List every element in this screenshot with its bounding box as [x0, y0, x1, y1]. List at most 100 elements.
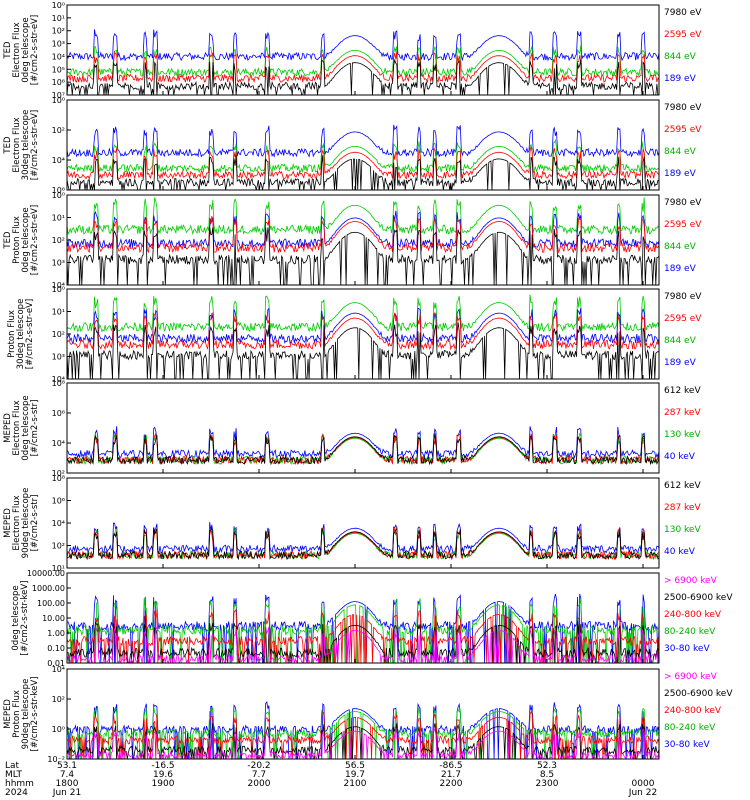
y-tick-label: 10⁴: [52, 665, 65, 674]
y-axis-label-line: Electron Flux: [12, 117, 22, 172]
y-axis-label-line: Electron Flux: [12, 400, 22, 455]
y-tick-label: 10⁷: [52, 91, 65, 100]
panel-3: 10⁰ 10¹ 10² 10³ 10⁴ TED Proton Flux 0deg telesc…: [3, 191, 702, 290]
legend-entry: 287 keV: [664, 408, 701, 418]
series-group: [67, 294, 659, 379]
x-tick-label-date: Jun 21: [52, 788, 81, 798]
y-tick-label: 10⁵: [52, 65, 65, 74]
series-group: [67, 593, 659, 663]
series-line-189-ev: [67, 124, 659, 158]
y-tick-label: 10²: [52, 126, 65, 135]
legend-entry: 2595 eV: [664, 220, 702, 230]
legend-entry: 80-240 keV: [664, 723, 716, 733]
series-line-2595-ev: [67, 215, 659, 254]
legend-entry: 189 eV: [664, 358, 697, 368]
panel-2: 10⁰ 10² 10⁴ 10⁶ TED Electron Flux 30deg telesc…: [3, 96, 702, 195]
panel-4: 10⁰ 10¹ 10² 10³ 10⁴ Proton Flux 30deg telescop…: [7, 285, 702, 384]
y-tick-label: 10²: [52, 469, 65, 478]
x-row-label: Lat: [5, 761, 20, 771]
series-line-844-ev: [67, 294, 659, 333]
series-line-189-ev: [67, 29, 659, 62]
y-tick-label: 10³: [52, 259, 65, 268]
series-line-2595-ev: [67, 50, 659, 84]
y-tick-label: 10¹: [52, 564, 65, 573]
series-line-40-kev: [67, 522, 659, 554]
legend-entry: 844 eV: [664, 242, 697, 252]
series-group: [67, 522, 659, 561]
legend-entry: 240-800 keV: [664, 706, 722, 716]
panel-frame: [66, 668, 660, 760]
y-axis-label-line: 0deg telescope: [21, 17, 31, 82]
x-tick-label-date: Jun 22: [628, 788, 657, 798]
x-tick-label-hhmm: 2300: [536, 779, 559, 789]
panel-5: 10⁸ 10⁶ 10⁴ 10² MEPED Electron Flux 0deg teles…: [3, 379, 701, 478]
series-line-240-800-kev: [67, 608, 659, 663]
x-tick-label-mlt: 7.7: [252, 770, 266, 780]
series-line-189-ev: [67, 307, 659, 345]
panel-frame: [66, 4, 660, 96]
y-axis-label-line: 90deg telescope: [21, 488, 31, 559]
series-line-844-ev: [67, 45, 659, 78]
series-line-2500-6900-kev: [67, 620, 659, 663]
legend-entry: 130 keV: [664, 430, 701, 440]
y-tick-label: 10¹: [52, 214, 65, 223]
x-tick-label-hhmm: 1900: [152, 779, 175, 789]
y-axis-label-line: [#/cm2-s-str-keV]: [20, 581, 30, 656]
y-tick-label: 10⁰: [52, 191, 65, 200]
y-axis-label-line: [#/cm2-s-str]: [30, 495, 40, 552]
y-tick-label: 10³: [52, 40, 65, 49]
x-tick-label-mlt: 21.7: [441, 770, 461, 780]
y-tick-label: 1000.00: [32, 584, 65, 593]
y-tick-label: 10¹: [52, 308, 65, 317]
series-line-80-240-kev: [67, 705, 659, 759]
x-tick-label-lat: -20.2: [247, 761, 270, 771]
y-axis-label-line: Electron Flux: [12, 22, 22, 77]
legend-entry: 40 keV: [664, 547, 696, 557]
series-line-612-kev: [67, 526, 659, 561]
x-row-label: 2024: [5, 788, 28, 798]
y-axis-label-line: Proton Flux: [12, 216, 22, 264]
x-tick-label-hhmm: 2100: [344, 779, 367, 789]
legend-entry: 2595 eV: [664, 314, 702, 324]
y-tick-label: 10³: [52, 353, 65, 362]
legend-entry: 189 eV: [664, 169, 697, 179]
series-group: [67, 29, 659, 95]
y-tick-label: 10²: [52, 542, 65, 551]
x-tick-label-mlt: 19.6: [153, 770, 173, 780]
y-axis-label-line: 90deg telescope: [21, 679, 31, 750]
series-line--6900-kev: [67, 726, 659, 759]
series-line-30-80-kev: [67, 593, 659, 663]
y-axis-label-line: Proton Flux: [7, 310, 17, 358]
x-tick-label-hhmm: 0000: [632, 779, 655, 789]
legend-entry: 30-80 keV: [664, 740, 710, 750]
x-tick-label-lat: 53.1: [57, 761, 77, 771]
y-tick-label: 10¹: [52, 14, 65, 23]
y-tick-label: 10²: [52, 330, 65, 339]
x-tick-label-lat: -16.5: [151, 761, 174, 771]
legend-entry: 287 keV: [664, 503, 701, 513]
legend-entry: 2595 eV: [664, 30, 702, 40]
panel-frame: [66, 99, 660, 191]
legend-entry: 189 eV: [664, 264, 697, 274]
legend-entry: > 6900 keV: [664, 576, 718, 586]
legend-entry: 40 keV: [664, 452, 696, 462]
series-line-80-240-kev: [67, 597, 659, 663]
series-line-7980-ev: [67, 155, 659, 190]
y-tick-label: 10⁴: [52, 375, 65, 384]
y-tick-label: 0.01: [47, 659, 65, 668]
x-tick-label-hhmm: 2000: [248, 779, 271, 789]
x-tick-label-lat: 52.3: [537, 761, 557, 771]
y-tick-label: 10²: [52, 695, 65, 704]
legend-entry: 80-240 keV: [664, 627, 716, 637]
y-tick-label: 10⁸: [52, 379, 65, 388]
legend-entry: 7980 eV: [664, 8, 702, 18]
x-tick-label-lat: -86.5: [439, 761, 462, 771]
y-tick-label: 0.10: [47, 644, 65, 653]
y-tick-label: 10000.00: [27, 569, 65, 578]
y-axis-label-line: TED: [3, 231, 13, 250]
y-axis-label-line: Proton Flux: [12, 690, 22, 738]
legend-entry: 2595 eV: [664, 125, 702, 135]
y-axis-label-line: [#/cm2-s-str-eV]: [30, 110, 40, 180]
